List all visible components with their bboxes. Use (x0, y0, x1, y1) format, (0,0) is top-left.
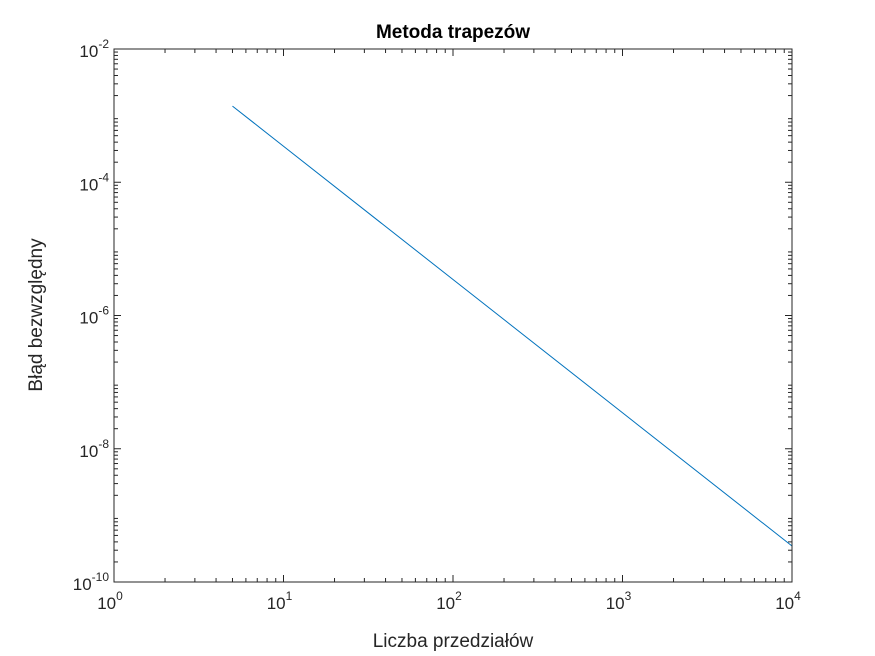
y-tick-label: 10-6 (79, 304, 109, 328)
x-tick-label: 103 (606, 589, 632, 613)
series-line (232, 105, 793, 547)
x-tick-label: 104 (775, 589, 801, 613)
axes-box (113, 48, 793, 583)
x-tick-labels: 100 101 102 103 104 (97, 589, 801, 613)
y-tick-label: 10-4 (79, 170, 109, 194)
y-axis-label: Błąd bezwzględny (26, 238, 47, 392)
plot-area (114, 49, 792, 582)
x-axis-label: Liczba przedziałów (373, 631, 534, 652)
x-tick-label: 100 (97, 589, 123, 613)
y-tick-label: 10-8 (79, 437, 109, 461)
x-tick-label: 101 (267, 589, 293, 613)
minor-ticks (114, 49, 792, 582)
y-tick-labels: 10-10 10-8 10-6 10-4 10-2 (73, 37, 110, 594)
y-tick-label: 10-10 (73, 570, 110, 594)
chart-title: Metoda trapezów (376, 22, 530, 43)
x-tick-label: 102 (436, 589, 462, 613)
y-tick-label: 10-2 (79, 37, 109, 61)
